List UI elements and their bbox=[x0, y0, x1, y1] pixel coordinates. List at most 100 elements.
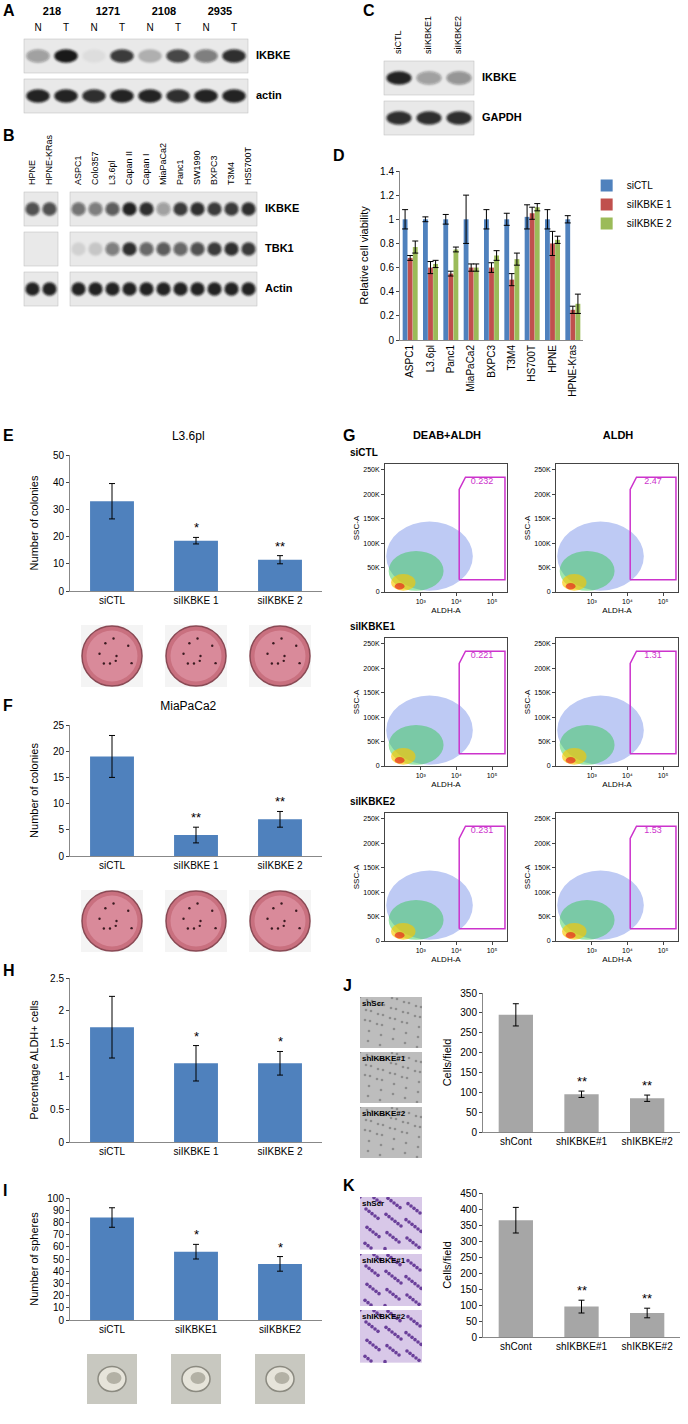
svg-text:200K: 200K bbox=[534, 491, 551, 498]
svg-text:Number of colonies: Number of colonies bbox=[28, 475, 40, 570]
svg-text:siIKBKE 2: siIKBKE 2 bbox=[257, 1146, 302, 1157]
svg-text:50K: 50K bbox=[367, 738, 380, 745]
svg-text:10³: 10³ bbox=[587, 773, 598, 780]
svg-text:250: 250 bbox=[460, 1027, 477, 1038]
svg-text:HPNE: HPNE bbox=[27, 160, 37, 185]
svg-text:N: N bbox=[34, 22, 41, 33]
svg-text:BXPC3: BXPC3 bbox=[486, 345, 497, 378]
svg-text:1.4: 1.4 bbox=[380, 166, 394, 177]
svg-text:shIKBKE#2: shIKBKE#2 bbox=[362, 1312, 406, 1321]
svg-text:2.47: 2.47 bbox=[644, 476, 662, 486]
svg-text:0.6: 0.6 bbox=[380, 262, 394, 273]
svg-text:10⁴: 10⁴ bbox=[451, 773, 462, 780]
svg-text:200K: 200K bbox=[363, 839, 380, 846]
svg-text:50K: 50K bbox=[538, 564, 551, 571]
svg-text:0: 0 bbox=[547, 937, 551, 944]
svg-text:10⁵: 10⁵ bbox=[487, 598, 498, 605]
svg-text:250K: 250K bbox=[363, 466, 380, 473]
svg-text:shIKBKE#1: shIKBKE#1 bbox=[362, 1256, 406, 1265]
svg-text:ALDH-A: ALDH-A bbox=[431, 606, 461, 615]
svg-text:0: 0 bbox=[388, 335, 394, 346]
svg-text:100K: 100K bbox=[534, 540, 551, 547]
svg-text:HPNE-Kras: HPNE-Kras bbox=[567, 345, 578, 397]
svg-text:siIKBKE1: siIKBKE1 bbox=[423, 16, 433, 54]
svg-text:ASPC1: ASPC1 bbox=[73, 155, 83, 185]
svg-text:250K: 250K bbox=[534, 815, 551, 822]
svg-text:10³: 10³ bbox=[587, 598, 598, 605]
svg-text:siCTL: siCTL bbox=[393, 30, 403, 54]
svg-text:**: ** bbox=[577, 1283, 587, 1298]
svg-text:Cells/field: Cells/field bbox=[441, 1039, 453, 1087]
svg-text:350: 350 bbox=[460, 988, 477, 999]
svg-text:T: T bbox=[119, 22, 125, 33]
svg-text:L3.6pl: L3.6pl bbox=[425, 345, 436, 372]
svg-text:250K: 250K bbox=[363, 815, 380, 822]
svg-text:10³: 10³ bbox=[587, 947, 598, 954]
svg-text:30: 30 bbox=[53, 1278, 65, 1289]
svg-text:1.31: 1.31 bbox=[644, 650, 662, 660]
svg-text:10: 10 bbox=[53, 798, 65, 809]
svg-text:IKBKE: IKBKE bbox=[256, 49, 290, 61]
svg-text:T: T bbox=[175, 22, 181, 33]
svg-text:300: 300 bbox=[460, 1236, 477, 1247]
svg-text:siIKBKE2: siIKBKE2 bbox=[259, 1324, 302, 1335]
svg-text:150K: 150K bbox=[534, 864, 551, 871]
svg-text:MiaPaCa2: MiaPaCa2 bbox=[160, 699, 216, 713]
svg-text:*: * bbox=[278, 1240, 283, 1255]
svg-text:shIKBKE#1: shIKBKE#1 bbox=[556, 1136, 608, 1147]
svg-text:0.231: 0.231 bbox=[471, 825, 494, 835]
svg-text:100: 100 bbox=[460, 1300, 477, 1311]
svg-text:50K: 50K bbox=[538, 913, 551, 920]
svg-text:**: ** bbox=[577, 1074, 587, 1089]
svg-text:L3.6pl: L3.6pl bbox=[172, 429, 205, 443]
svg-text:N: N bbox=[146, 22, 153, 33]
svg-text:shCont: shCont bbox=[500, 1341, 532, 1352]
svg-text:0: 0 bbox=[58, 586, 64, 597]
svg-text:200K: 200K bbox=[363, 491, 380, 498]
svg-text:**: ** bbox=[642, 1078, 652, 1093]
svg-text:150K: 150K bbox=[534, 515, 551, 522]
svg-text:1271: 1271 bbox=[96, 5, 120, 17]
svg-text:150K: 150K bbox=[363, 515, 380, 522]
svg-text:218: 218 bbox=[43, 5, 61, 17]
svg-text:200: 200 bbox=[460, 1268, 477, 1279]
svg-text:20: 20 bbox=[53, 531, 65, 542]
svg-text:siCTL: siCTL bbox=[99, 1146, 126, 1157]
svg-text:siIKBKE 2: siIKBKE 2 bbox=[627, 218, 672, 229]
svg-text:250K: 250K bbox=[534, 641, 551, 648]
svg-text:siIKBKE 1: siIKBKE 1 bbox=[173, 1146, 218, 1157]
svg-text:10³: 10³ bbox=[416, 598, 427, 605]
svg-text:300: 300 bbox=[460, 1007, 477, 1018]
svg-text:shScr: shScr bbox=[362, 999, 384, 1008]
svg-text:Number of spheres: Number of spheres bbox=[28, 1212, 40, 1306]
svg-text:HS5700T: HS5700T bbox=[243, 146, 253, 185]
svg-text:siIKBKE 1: siIKBKE 1 bbox=[173, 860, 218, 871]
svg-text:BXPC3: BXPC3 bbox=[209, 155, 219, 185]
svg-text:100K: 100K bbox=[363, 888, 380, 895]
svg-text:0.8: 0.8 bbox=[380, 238, 394, 249]
svg-text:20: 20 bbox=[53, 746, 65, 757]
svg-text:HPNE: HPNE bbox=[547, 345, 558, 373]
svg-text:N: N bbox=[90, 22, 97, 33]
svg-text:50K: 50K bbox=[367, 913, 380, 920]
svg-text:15: 15 bbox=[53, 772, 65, 783]
svg-text:shIKBKE#2: shIKBKE#2 bbox=[622, 1136, 674, 1147]
svg-text:1: 1 bbox=[58, 1071, 64, 1082]
svg-text:IKBKE: IKBKE bbox=[482, 71, 516, 83]
svg-text:200: 200 bbox=[460, 1047, 477, 1058]
svg-text:2108: 2108 bbox=[152, 5, 176, 17]
svg-text:ASPC1: ASPC1 bbox=[404, 345, 415, 378]
svg-text:10⁵: 10⁵ bbox=[658, 773, 669, 780]
svg-text:0: 0 bbox=[376, 937, 380, 944]
svg-text:GAPDH: GAPDH bbox=[482, 111, 522, 123]
svg-text:shIKBKE#2: shIKBKE#2 bbox=[622, 1341, 674, 1352]
svg-text:SSC-A: SSC-A bbox=[352, 515, 361, 540]
svg-text:0: 0 bbox=[58, 1137, 64, 1148]
svg-text:1.5: 1.5 bbox=[50, 1038, 64, 1049]
svg-text:100: 100 bbox=[460, 1087, 477, 1098]
svg-text:70: 70 bbox=[53, 1229, 65, 1240]
svg-text:*: * bbox=[194, 520, 199, 535]
svg-text:0: 0 bbox=[58, 851, 64, 862]
svg-text:30: 30 bbox=[53, 504, 65, 515]
svg-text:2: 2 bbox=[58, 1005, 64, 1016]
